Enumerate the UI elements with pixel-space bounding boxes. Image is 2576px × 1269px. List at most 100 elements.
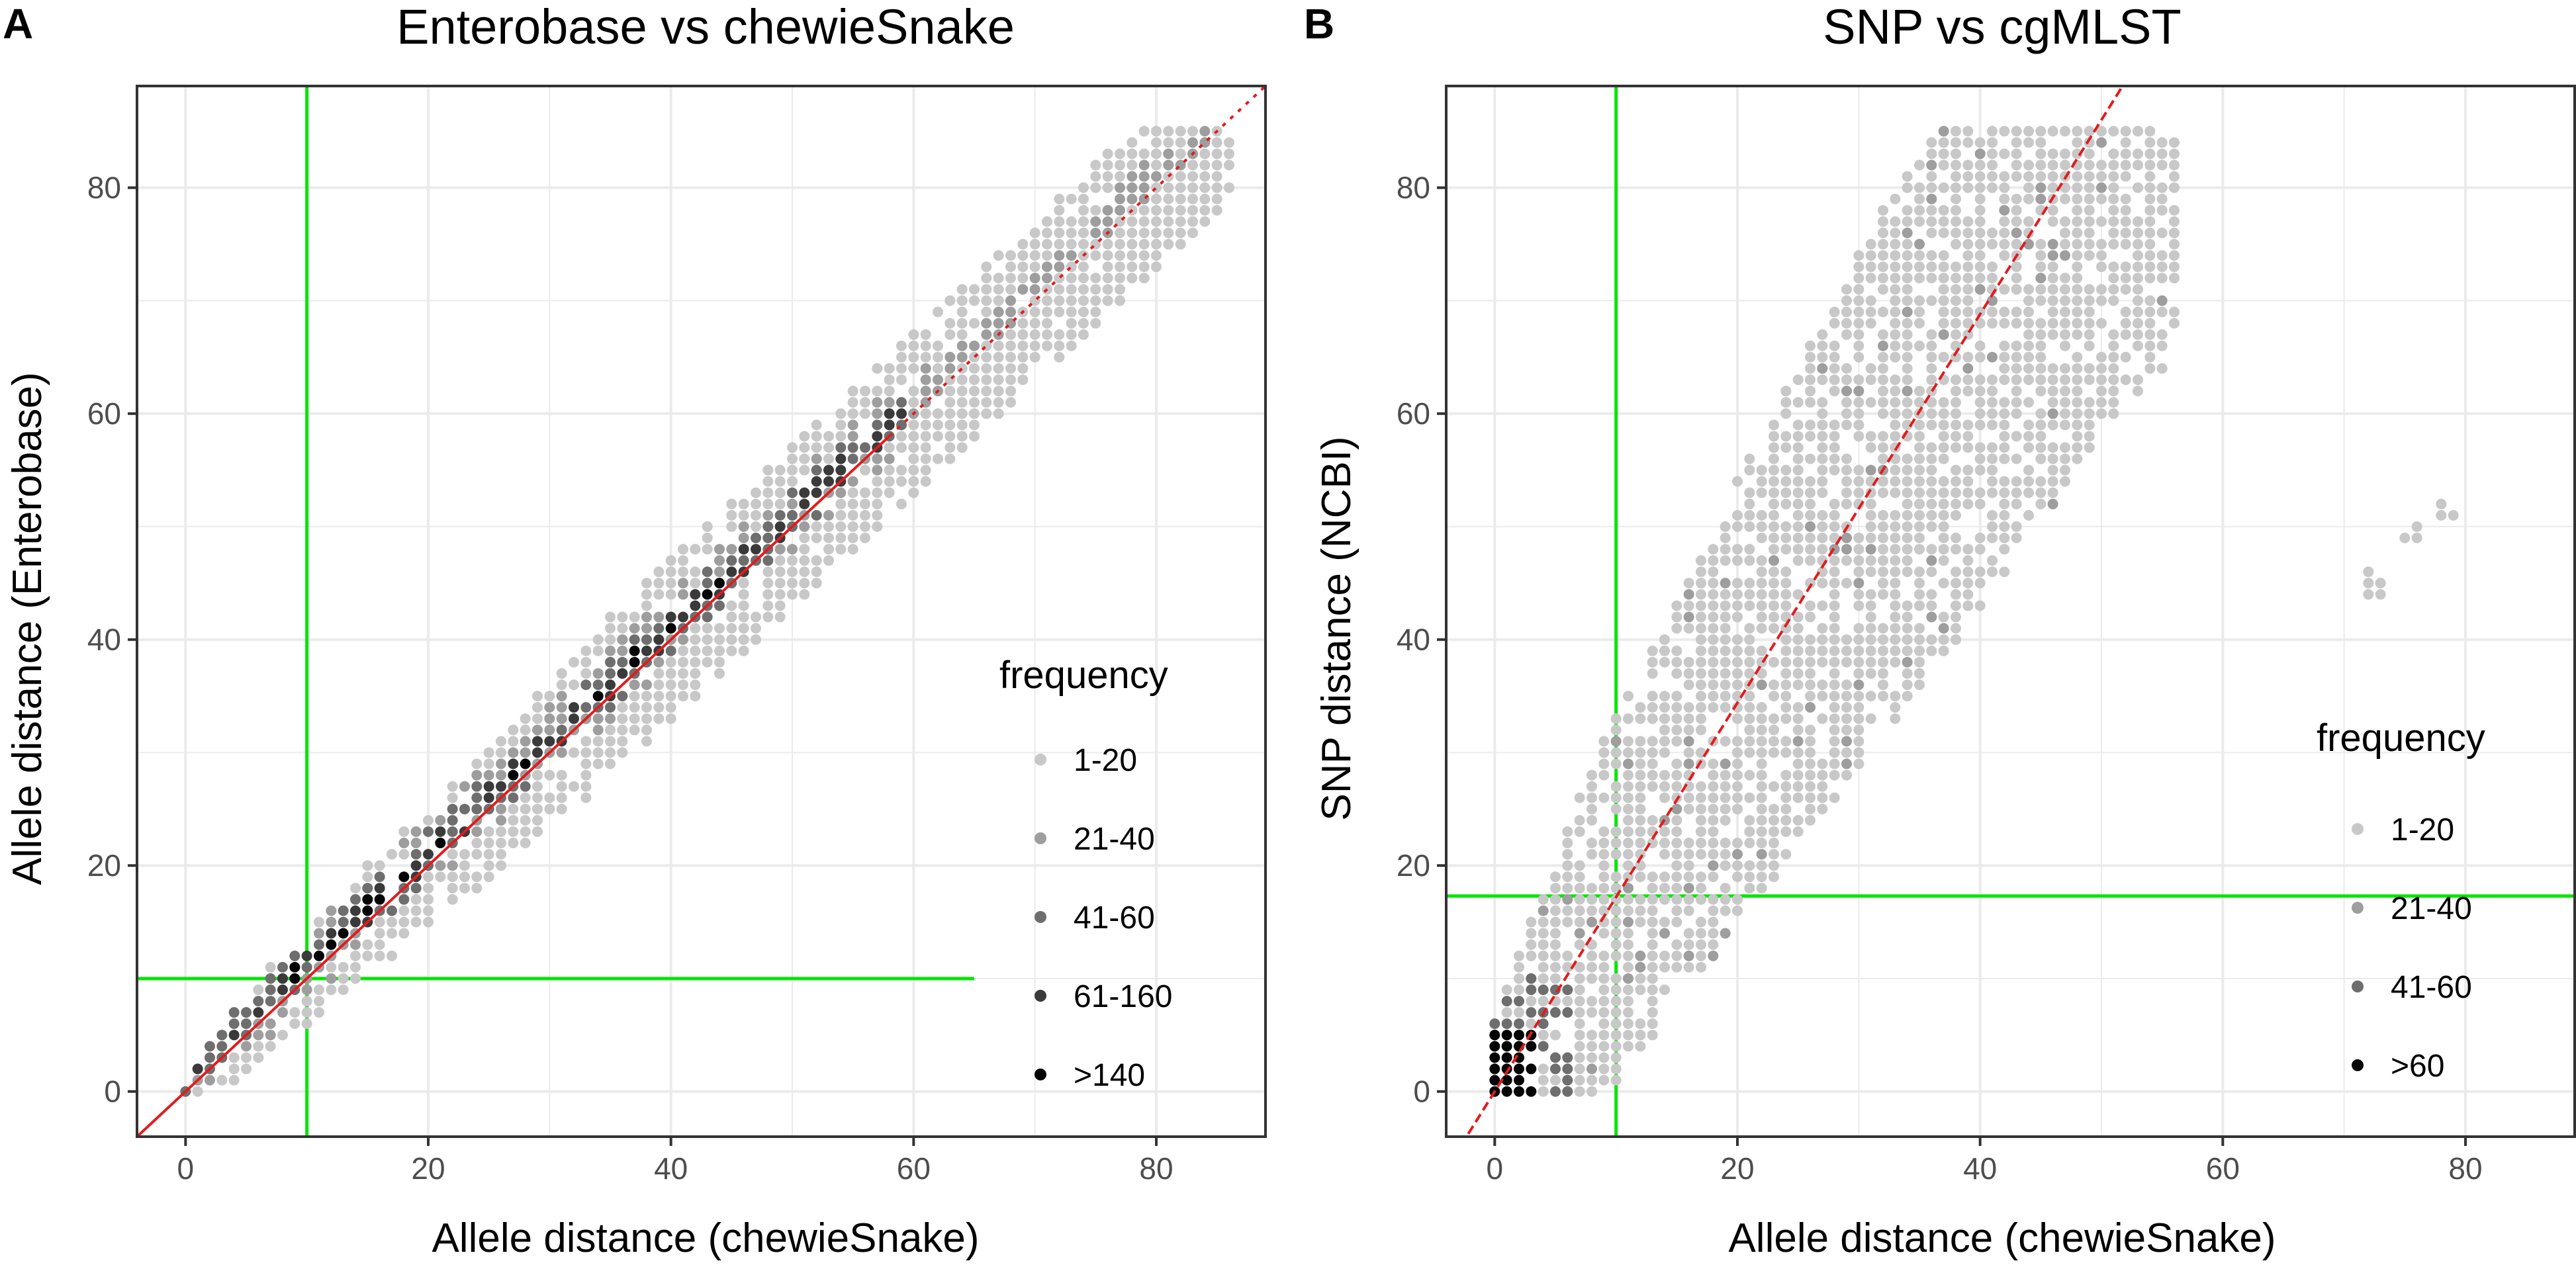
data-point (738, 578, 749, 589)
data-point (1938, 397, 1949, 408)
data-point (944, 408, 956, 419)
data-point (1829, 509, 1840, 521)
data-point (1514, 1086, 1524, 1097)
data-point (2436, 498, 2447, 509)
data-point (2060, 340, 2070, 351)
data-point (1902, 204, 1913, 216)
data-point (1732, 691, 1743, 702)
data-point (665, 679, 676, 690)
data-point (605, 713, 616, 724)
data-point (1610, 950, 1622, 961)
data-point (653, 566, 665, 578)
data-point (1841, 747, 1852, 758)
data-point (1902, 679, 1913, 690)
data-point (1853, 250, 1864, 261)
data-point (1696, 814, 1706, 826)
data-point (2120, 273, 2131, 284)
data-point (1163, 148, 1174, 159)
data-point (1987, 464, 1998, 476)
data-point (1902, 487, 1913, 498)
data-point (1999, 431, 2010, 442)
data-point (1514, 1018, 1524, 1029)
data-point (569, 747, 579, 758)
data-point (799, 442, 810, 453)
data-point (1938, 408, 1949, 419)
data-point (823, 555, 834, 566)
data-point (787, 476, 798, 487)
data-point (1914, 273, 1925, 284)
data-point (1951, 171, 1961, 182)
data-point (1115, 261, 1125, 273)
data-point (690, 578, 701, 589)
data-point (228, 1052, 240, 1063)
data-point (544, 792, 555, 803)
data-point (2011, 487, 2022, 498)
data-point (1962, 227, 1974, 238)
data-point (289, 1018, 300, 1029)
data-point (2072, 182, 2083, 193)
data-point (1610, 916, 1622, 928)
data-point (1999, 284, 2010, 295)
data-point (1562, 849, 1573, 860)
data-point (811, 476, 822, 487)
data-point (956, 431, 968, 442)
data-point (1659, 691, 1670, 702)
data-point (641, 600, 652, 611)
data-point (1780, 803, 1792, 814)
data-point (1526, 1018, 1537, 1029)
data-point (1769, 826, 1779, 837)
data-point (1805, 555, 1816, 566)
data-point (2072, 397, 2083, 408)
data-point (1829, 769, 1840, 781)
data-point (1902, 555, 1913, 566)
data-point (2011, 408, 2022, 419)
data-point (872, 498, 883, 509)
data-point (1951, 464, 1961, 476)
data-point (956, 442, 968, 453)
data-point (1526, 950, 1537, 961)
data-point (1732, 645, 1743, 656)
data-point (1792, 533, 1804, 544)
data-point (1878, 691, 1888, 702)
data-point (702, 634, 713, 645)
data-point (1914, 306, 1925, 318)
data-point (1151, 182, 1162, 193)
data-point (544, 724, 555, 736)
data-point (483, 758, 494, 769)
data-point (1696, 838, 1706, 849)
data-point (1659, 894, 1670, 905)
data-point (2363, 578, 2374, 589)
data-point (2144, 363, 2156, 374)
data-point (1501, 985, 1512, 996)
data-point (2108, 374, 2119, 385)
data-point (1550, 916, 1561, 928)
data-point (1744, 645, 1755, 656)
data-point (592, 679, 604, 690)
x-tick-label: 40 (1963, 1151, 1997, 1186)
data-point (2169, 239, 2180, 250)
data-point (1138, 250, 1150, 261)
data-point (1769, 623, 1779, 634)
data-point (2072, 318, 2083, 329)
data-point (1878, 555, 1888, 566)
data-point (520, 826, 531, 837)
data-point (1938, 578, 1949, 589)
data-point (1683, 803, 1694, 814)
data-point (1792, 792, 1804, 803)
data-point (532, 814, 543, 826)
data-point (1550, 1063, 1561, 1074)
data-point (1151, 137, 1162, 148)
data-point (665, 668, 676, 679)
data-point (471, 871, 483, 883)
data-point (1659, 916, 1670, 928)
data-point (265, 1041, 276, 1052)
data-point (1805, 533, 1816, 544)
data-point (387, 849, 397, 860)
data-point (265, 996, 276, 1007)
data-point (205, 1041, 215, 1052)
data-point (653, 702, 665, 713)
data-point (1865, 521, 1876, 532)
data-point (1841, 397, 1852, 408)
data-point (1538, 985, 1549, 996)
